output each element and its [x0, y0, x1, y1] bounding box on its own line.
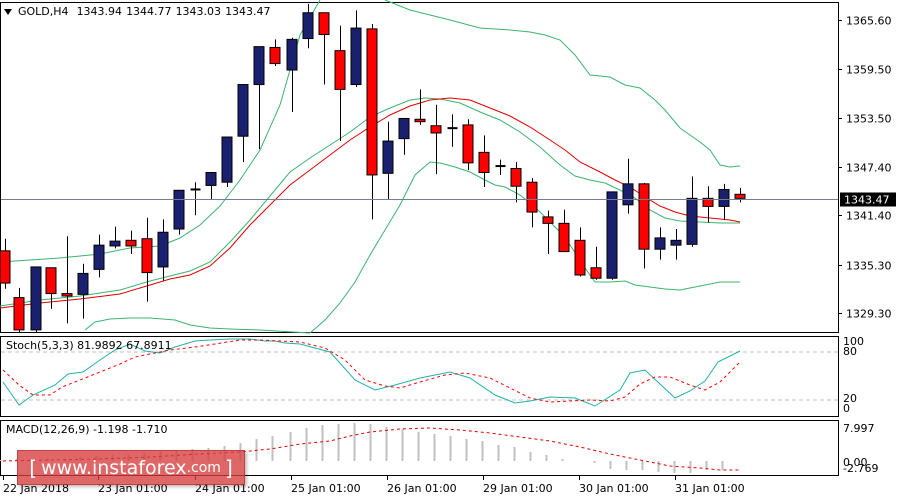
bull-candle	[286, 38, 298, 71]
bull-candle	[670, 239, 682, 246]
price-axis: 1365.60 1359.50 1353.50 1347.40 1341.40 1335.…	[838, 15, 896, 321]
bear-candle	[734, 193, 746, 199]
bear-candle	[510, 167, 522, 187]
bear-candle	[141, 238, 153, 274]
watermark-suffix: .com	[186, 459, 221, 476]
bear-candle	[334, 50, 346, 90]
bear-candle	[462, 124, 474, 164]
price-tick-label: 1365.60	[846, 15, 892, 28]
time-tick-label: 29 Jan 01:00	[483, 482, 553, 495]
bull-candle	[93, 244, 105, 270]
stoch-panel-frame	[0, 336, 839, 417]
bull-candle	[221, 136, 233, 183]
bull-candle	[718, 188, 730, 207]
indicator-line	[2, 338, 741, 407]
bull-candle	[622, 183, 634, 206]
bull-candle	[654, 237, 666, 250]
chart-header: GOLD,H4 1343.94 1344.77 1343.03 1343.47	[4, 5, 271, 18]
time-tick-label: 22 Jan 2018	[3, 482, 69, 495]
bull-candle	[205, 172, 217, 186]
open-value: 1343.94	[76, 5, 123, 18]
price-tick-label: 1329.30	[846, 308, 892, 321]
indicator-line	[384, 0, 741, 168]
bear-candle	[542, 216, 554, 224]
bear-candle	[318, 12, 330, 36]
indicator-line	[2, 339, 741, 403]
stoch-tick-label: 20	[843, 392, 857, 405]
bear-candle	[414, 118, 426, 123]
bear-candle	[13, 297, 25, 331]
bear-candle	[125, 239, 137, 247]
high-value: 1344.77	[126, 5, 172, 18]
macd-tick-label: -2.769	[843, 462, 878, 475]
bear-candle	[638, 183, 650, 250]
dropdown-triangle-icon[interactable]	[4, 8, 12, 15]
bear-candle	[702, 197, 714, 207]
time-tick-label: 24 Jan 01:00	[195, 482, 265, 495]
symbol-label: GOLD,H4	[18, 5, 69, 18]
watermark-close-bracket: ]	[224, 455, 233, 480]
bull-candle	[350, 27, 362, 86]
bull-candle	[302, 12, 314, 40]
stoch-tick-label: 0	[843, 402, 850, 415]
price-tick-label: 1341.40	[846, 210, 892, 223]
bull-candle	[237, 84, 249, 137]
time-tick-label: 25 Jan 01:00	[291, 482, 361, 495]
bull-candle	[398, 117, 410, 140]
bull-candle	[173, 189, 185, 230]
stoch-tick-label: 100	[843, 335, 864, 348]
candlestick-series	[0, 3, 746, 333]
bull-candle	[253, 46, 265, 86]
bull-candle	[109, 240, 121, 247]
watermark-text: www.instaforex	[41, 456, 187, 479]
bull-candle	[606, 191, 618, 279]
bear-candle	[269, 46, 281, 65]
bull-candle	[77, 272, 89, 295]
price-tick-label: 1353.50	[846, 113, 892, 126]
price-tick-label: 1347.40	[846, 162, 892, 175]
stoch-tick-label: 80	[843, 345, 857, 358]
current-price-label: 1343.47	[844, 194, 890, 207]
bear-candle	[526, 181, 538, 213]
close-value: 1343.47	[225, 5, 271, 18]
bull-candle	[382, 140, 394, 174]
price-tick-label: 1335.30	[846, 260, 892, 273]
time-tick-label: 31 Jan 01:00	[675, 482, 745, 495]
bear-candle	[590, 267, 602, 279]
stoch-label: Stoch(5,3,3) 81.9892 67.8911	[6, 339, 172, 352]
main-chart-frame	[0, 2, 839, 333]
bull-candle	[686, 197, 698, 245]
time-axis: 22 Jan 2018 23 Jan 01:00 24 Jan 01:00 25 Ja…	[3, 476, 745, 495]
macd-label: MACD(12,26,9) -1.198 -1.710	[6, 423, 168, 436]
macd-tick-label: 0.00	[843, 456, 868, 469]
current-price-tag	[840, 192, 896, 207]
price-tick-label: 1359.50	[846, 64, 892, 77]
bear-candle	[558, 222, 570, 253]
bear-candle	[430, 125, 442, 134]
indicator-line	[84, 317, 311, 334]
macd-tick-label: 7.997	[843, 422, 875, 435]
bear-candle	[61, 293, 73, 297]
bear-candle	[45, 267, 57, 295]
bear-candle	[0, 250, 11, 284]
bear-candle	[366, 28, 378, 176]
bear-candle	[478, 151, 490, 174]
time-tick-label: 30 Jan 01:00	[579, 482, 649, 495]
indicator-line	[0, 0, 321, 263]
watermark-open-bracket: [	[29, 455, 38, 480]
bull-candle	[30, 266, 42, 331]
time-tick-label: 26 Jan 01:00	[387, 482, 457, 495]
instaforex-watermark: [ www.instaforex .com ]	[17, 450, 245, 485]
bull-candle	[157, 231, 169, 268]
low-value: 1343.03	[175, 5, 222, 18]
time-tick-label: 23 Jan 01:00	[98, 482, 168, 495]
indicator-line	[0, 97, 740, 307]
bear-candle	[574, 239, 586, 276]
